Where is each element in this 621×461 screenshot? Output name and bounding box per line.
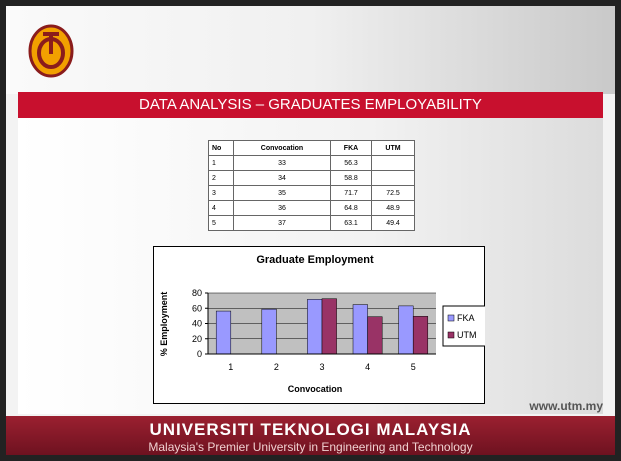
bar bbox=[307, 299, 323, 355]
header-cell: FKA bbox=[330, 140, 372, 156]
table-cell bbox=[371, 170, 415, 186]
data-table: No Convocation FKA UTM 1 33 56.3 2 34 58.8 3 35 71.7… bbox=[208, 140, 415, 231]
table-cell: 71.7 bbox=[330, 185, 372, 201]
table-cell: 3 bbox=[208, 185, 234, 201]
table-row: 2 34 58.8 bbox=[208, 170, 415, 186]
x-tick-label: 3 bbox=[319, 362, 324, 372]
legend-swatch bbox=[447, 314, 455, 322]
logo bbox=[28, 24, 74, 78]
tagline: Malaysia's Premier University in Enginee… bbox=[148, 440, 473, 454]
legend-frame bbox=[442, 305, 485, 347]
header-cell: No bbox=[208, 140, 234, 156]
y-tick-label: 80 bbox=[192, 288, 202, 298]
content: No Convocation FKA UTM 1 33 56.3 2 34 58.8 3 35 71.7… bbox=[18, 118, 603, 414]
table-cell: 72.5 bbox=[371, 185, 415, 201]
table-cell: 36 bbox=[233, 200, 331, 216]
y-tick-label: 60 bbox=[192, 303, 202, 313]
table-cell: 34 bbox=[233, 170, 331, 186]
legend-swatch bbox=[447, 331, 455, 339]
x-tick-label: 1 bbox=[228, 362, 233, 372]
table-cell: 35 bbox=[233, 185, 331, 201]
bar bbox=[215, 310, 232, 355]
legend-label: FKA bbox=[457, 313, 475, 323]
header-cell: UTM bbox=[371, 140, 415, 156]
chart-title: Graduate Employment bbox=[256, 254, 374, 266]
chart: Graduate Employment Convocation % Employ… bbox=[153, 246, 485, 404]
table-cell: 58.8 bbox=[330, 170, 372, 186]
slide-title: DATA ANALYSIS – GRADUATES EMPLOYABILITY bbox=[18, 92, 603, 118]
table-row: 3 35 71.7 72.5 bbox=[208, 185, 415, 201]
table-cell: 48.9 bbox=[371, 200, 415, 216]
y-axis-label: % Employment bbox=[159, 292, 169, 357]
table-cell: 4 bbox=[208, 200, 234, 216]
header-row: No Convocation FKA UTM bbox=[208, 140, 415, 156]
table-cell: 5 bbox=[208, 215, 234, 231]
y-tick-label: 40 bbox=[192, 319, 202, 329]
university-name: UNIVERSITI TEKNOLOGI MALAYSIA bbox=[149, 420, 472, 439]
y-tick-label: 20 bbox=[192, 334, 202, 344]
y-tick-label: 0 bbox=[197, 349, 202, 359]
table-cell bbox=[371, 155, 415, 171]
x-tick-label: 5 bbox=[411, 362, 416, 372]
x-axis-label: Convocation bbox=[288, 384, 343, 394]
table-cell: 56.3 bbox=[330, 155, 372, 171]
table-row: 1 33 56.3 bbox=[208, 155, 415, 171]
table-cell: 37 bbox=[233, 215, 331, 231]
table-row: 5 37 63.1 49.4 bbox=[208, 215, 415, 231]
table-cell: 63.1 bbox=[330, 215, 372, 231]
x-tick-label: 2 bbox=[274, 362, 279, 372]
url: www.utm.my bbox=[529, 399, 603, 413]
table-cell: 2 bbox=[208, 170, 234, 186]
bar bbox=[398, 305, 414, 355]
bar bbox=[352, 304, 368, 355]
bar bbox=[261, 308, 277, 355]
header-background bbox=[6, 6, 615, 94]
table-cell: 64.8 bbox=[330, 200, 372, 216]
table-cell: 1 bbox=[208, 155, 234, 171]
footer: UNIVERSITI TEKNOLOGI MALAYSIA Malaysia's… bbox=[6, 416, 615, 455]
x-tick-label: 4 bbox=[365, 362, 370, 372]
table-row: 4 36 64.8 48.9 bbox=[208, 200, 415, 216]
legend-label: UTM bbox=[457, 330, 477, 340]
header-cell: Convocation bbox=[233, 140, 331, 156]
bar bbox=[367, 316, 383, 355]
bar bbox=[321, 298, 337, 355]
bar bbox=[412, 316, 429, 355]
table-cell: 49.4 bbox=[371, 215, 415, 231]
table-cell: 33 bbox=[233, 155, 331, 171]
